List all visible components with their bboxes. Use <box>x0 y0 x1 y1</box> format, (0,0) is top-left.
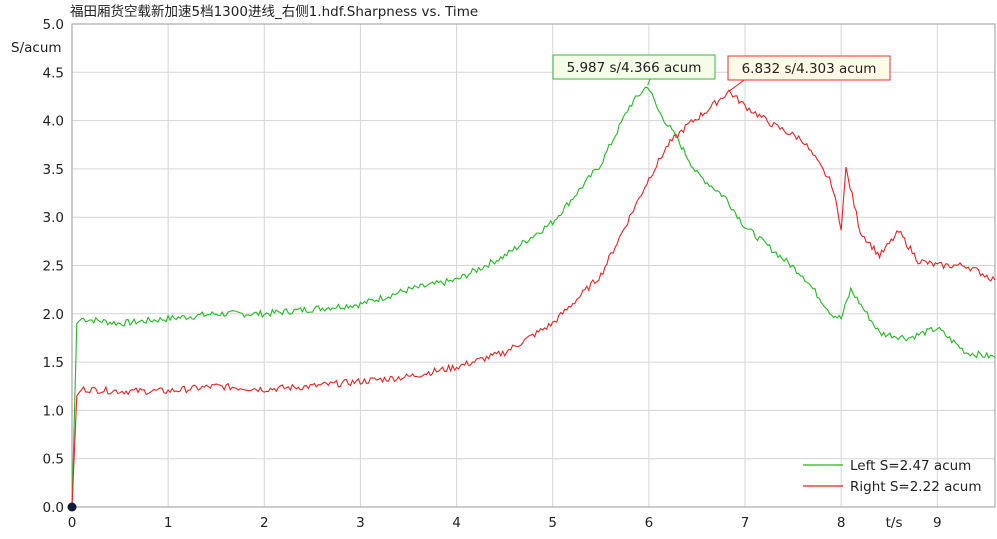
y-tick-label: 5.0 <box>43 17 64 33</box>
origin-marker <box>67 502 77 512</box>
series-line-right <box>71 89 996 508</box>
x-axis-label: t/s <box>886 515 903 531</box>
legend: Left S=2.47 acum Right S=2.22 acum <box>803 458 981 495</box>
series-line-left <box>71 86 996 508</box>
annotation-leader <box>728 79 745 92</box>
x-tick-label: 4 <box>452 515 461 531</box>
x-tick-label: 0 <box>68 515 77 531</box>
annotation-box <box>552 54 716 80</box>
x-tick-label: 2 <box>260 515 269 531</box>
x-tick-labels: 0 1 2 3 4 5 6 7 8 9 t/s <box>68 515 942 531</box>
y-tick-label: 4.0 <box>43 114 64 130</box>
y-tick-label: 1.5 <box>43 355 64 371</box>
y-tick-label: 0.0 <box>43 500 64 516</box>
y-axis-label: S/acum <box>11 40 62 56</box>
annotation-label: 6.832 s/4.303 acum <box>742 61 877 77</box>
x-tick-label: 8 <box>837 515 846 531</box>
plot-area-frame <box>71 23 996 508</box>
annotation-box <box>727 55 891 81</box>
legend-label: Left S=2.47 acum <box>850 458 971 474</box>
y-tick-label: 1.0 <box>43 403 64 419</box>
annotation-leader <box>647 78 651 86</box>
annotation-label: 5.987 s/4.366 acum <box>567 60 702 76</box>
y-tick-label: 4.5 <box>43 65 64 81</box>
chart-title: 福田厢货空载新加速5档1300进线_右侧1.hdf.Sharpness vs. … <box>70 4 479 20</box>
y-tick-label: 3.5 <box>43 162 64 178</box>
y-tick-labels: 0.0 0.5 1.0 1.5 2.0 2.5 3.0 3.5 4.0 4.5 5.0 <box>43 17 64 516</box>
series-lines <box>71 86 996 508</box>
x-tick-label: 9 <box>933 515 942 531</box>
grid <box>71 23 995 508</box>
y-tick-label: 3.0 <box>43 210 64 226</box>
x-tick-label: 7 <box>741 515 750 531</box>
x-tick-label: 6 <box>645 515 654 531</box>
y-tick-label: 2.0 <box>43 307 64 323</box>
x-tick-label: 3 <box>356 515 365 531</box>
x-tick-label: 5 <box>548 515 557 531</box>
x-tick-label: 1 <box>164 515 173 531</box>
y-tick-label: 2.5 <box>43 259 64 275</box>
y-tick-label: 0.5 <box>43 452 64 468</box>
annotations: 5.987 s/4.366 acum 6.832 s/4.303 acum <box>552 54 891 92</box>
legend-label: Right S=2.22 acum <box>850 479 981 495</box>
